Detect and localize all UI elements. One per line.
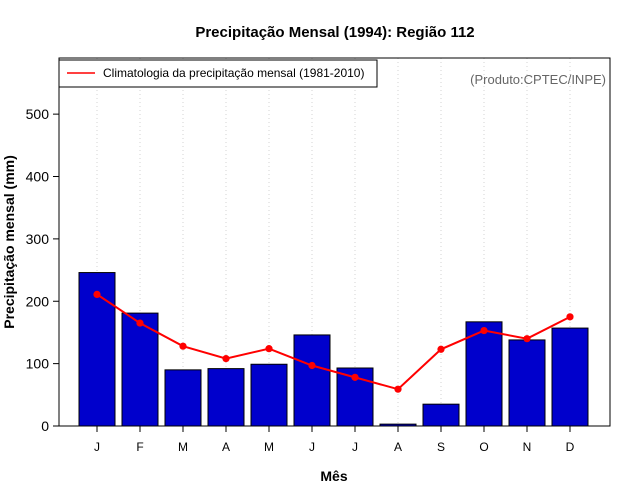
x-tick-label-5: M (264, 440, 274, 454)
bar-12 (551, 327, 589, 427)
climatology-point-6 (308, 361, 316, 370)
bar-1 (78, 272, 116, 427)
legend-box (58, 59, 378, 88)
x-tick-label-2: F (136, 440, 143, 454)
y-axis-label: Precipitação mensal (mm) (1, 155, 17, 329)
climatology-point-9 (437, 345, 445, 353)
climatology-point-4 (222, 355, 230, 363)
x-tick-label-9: S (437, 440, 445, 454)
x-tick-label-11: N (523, 440, 532, 454)
bar-4 (207, 368, 245, 427)
bar-3 (164, 369, 202, 427)
climatology-point-12 (566, 313, 574, 321)
chart-title: Precipitação Mensal (1994): Região 112 (195, 24, 474, 41)
climatology-series (93, 290, 574, 393)
bar-10 (465, 321, 503, 427)
legend: Climatologia da precipitação mensal (198… (58, 59, 378, 88)
y-axis: 0 100 200 300 400 500 (26, 106, 59, 434)
x-axis-label: Mês (320, 468, 347, 484)
x-tick-label-8: A (394, 440, 402, 454)
climatology-point-5 (265, 345, 273, 353)
climatology-point-8 (394, 385, 402, 393)
legend-label: Climatologia da precipitação mensal (198… (103, 66, 364, 80)
climatology-point-7 (351, 373, 359, 381)
climatology-point-1 (93, 290, 101, 298)
y-tick-label-200: 200 (26, 293, 50, 309)
credit-text: (Produto:CPTEC/INPE) (470, 72, 606, 87)
y-tick-label-0: 0 (41, 418, 49, 434)
bar-11 (508, 339, 546, 427)
x-tick-label-10: O (479, 440, 488, 454)
x-tick-label-7: J (352, 440, 358, 454)
climatology-point-2 (136, 319, 144, 327)
x-tick-label-12: D (566, 440, 575, 454)
bar-series (78, 272, 589, 427)
x-tick-label-4: A (222, 440, 230, 454)
plot-frame (58, 57, 611, 427)
climatology-point-3 (179, 342, 187, 350)
bar-5 (250, 363, 288, 427)
climatology-line (96, 293, 571, 391)
climatology-point-10 (480, 326, 488, 335)
bar-6 (293, 334, 331, 427)
grid-lines (96, 58, 571, 426)
bar-9 (422, 403, 460, 427)
y-tick-label-400: 400 (26, 169, 50, 185)
x-tick-label-1: J (94, 440, 100, 454)
x-tick-label-6: J (309, 440, 315, 454)
y-tick-label-100: 100 (26, 356, 50, 372)
climatology-point-11 (523, 335, 531, 343)
x-tick-label-3: M (178, 440, 188, 454)
y-tick-label-300: 300 (26, 231, 50, 247)
y-tick-label-500: 500 (26, 106, 50, 122)
